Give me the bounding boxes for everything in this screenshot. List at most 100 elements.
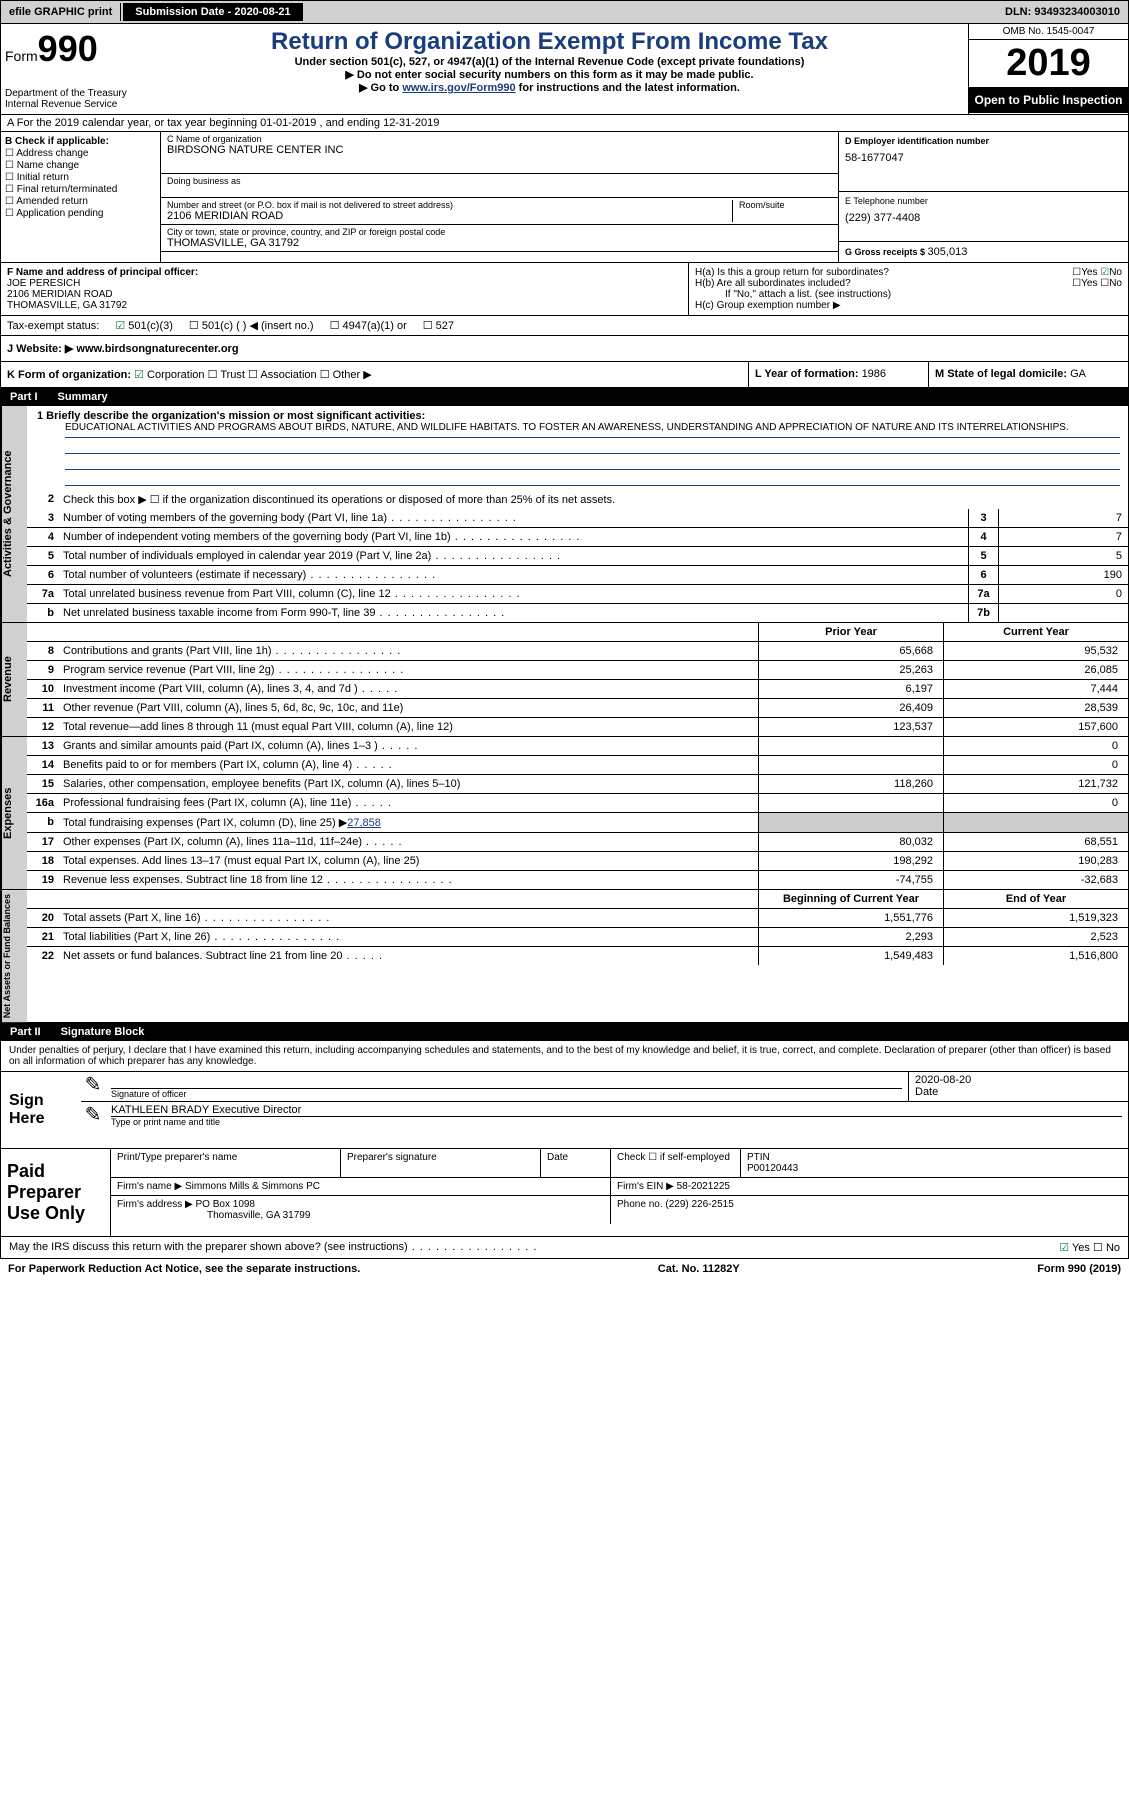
l17-prior: 80,032 — [758, 833, 943, 851]
year-formation: 1986 — [862, 368, 886, 380]
k-assoc[interactable]: Association — [248, 369, 317, 381]
dept-irs: Internal Revenue Service — [5, 99, 127, 110]
line7a: Total unrelated business revenue from Pa… — [57, 585, 968, 603]
ha-label: H(a) Is this a group return for subordin… — [695, 267, 889, 278]
line21: Total liabilities (Part X, line 26) — [57, 928, 758, 946]
col-begin: Beginning of Current Year — [758, 890, 943, 908]
hb-note: If "No," attach a list. (see instruction… — [695, 289, 1122, 300]
mission-text: EDUCATIONAL ACTIVITIES AND PROGRAMS ABOU… — [65, 422, 1120, 438]
part2-header: Part II Signature Block — [0, 1023, 1129, 1041]
city-label: City or town, state or province, country… — [167, 227, 832, 237]
submission-button[interactable]: Submission Date - 2020-08-21 — [123, 3, 302, 21]
line19: Revenue less expenses. Subtract line 18 … — [57, 871, 758, 889]
phone-value: (229) 377-4408 — [845, 212, 1122, 224]
prep-sig-hdr: Preparer's signature — [341, 1149, 541, 1177]
mission-prompt: 1 Briefly describe the organization's mi… — [37, 410, 1120, 422]
l13-curr: 0 — [943, 737, 1128, 755]
status-501c3[interactable]: 501(c)(3) — [115, 319, 173, 332]
line18: Total expenses. Add lines 13–17 (must eq… — [57, 852, 758, 870]
l9-curr: 26,085 — [943, 661, 1128, 679]
sign-here-label: Sign Here — [1, 1072, 81, 1148]
l22-begin: 1,549,483 — [758, 947, 943, 965]
l10-prior: 6,197 — [758, 680, 943, 698]
l14-prior — [758, 756, 943, 774]
l12-curr: 157,600 — [943, 718, 1128, 736]
status-527[interactable]: 527 — [423, 319, 454, 332]
l11-prior: 26,409 — [758, 699, 943, 717]
line11: Other revenue (Part VIII, column (A), li… — [57, 699, 758, 717]
l21-begin: 2,293 — [758, 928, 943, 946]
chk-final-return[interactable]: Final return/terminated — [5, 184, 156, 195]
firm-ein: 58-2021225 — [677, 1181, 730, 1192]
prep-selfemp: Check ☐ if self-employed — [611, 1149, 741, 1177]
l16a-curr: 0 — [943, 794, 1128, 812]
vtab-activities: Activities & Governance — [1, 406, 27, 622]
vtab-expenses: Expenses — [1, 737, 27, 889]
val5: 5 — [998, 547, 1128, 565]
l20-begin: 1,551,776 — [758, 909, 943, 927]
l16a-prior — [758, 794, 943, 812]
line8: Contributions and grants (Part VIII, lin… — [57, 642, 758, 660]
pen-icon: ✎ — [81, 1072, 105, 1101]
chk-initial-return[interactable]: Initial return — [5, 172, 156, 183]
dba-label: Doing business as — [167, 176, 832, 186]
line14: Benefits paid to or for members (Part IX… — [57, 756, 758, 774]
chk-address-change[interactable]: Address change — [5, 148, 156, 159]
org-name: BIRDSONG NATURE CENTER INC — [167, 144, 832, 156]
chk-application-pending[interactable]: Application pending — [5, 208, 156, 219]
l19-prior: -74,755 — [758, 871, 943, 889]
tax-year: 2019 — [969, 40, 1128, 87]
discuss-answer: Yes No — [1059, 1241, 1120, 1254]
k-trust[interactable]: Trust — [208, 369, 245, 381]
ptin: P00120443 — [747, 1163, 798, 1174]
status-501c[interactable]: 501(c) ( ) ◀ (insert no.) — [189, 319, 314, 332]
line16b: Total fundraising expenses (Part IX, col… — [57, 813, 758, 832]
form-number: Form990 — [5, 28, 127, 70]
chk-amended-return[interactable]: Amended return — [5, 196, 156, 207]
open-public-badge: Open to Public Inspection — [969, 87, 1128, 113]
val7a: 0 — [998, 585, 1128, 603]
chk-name-change[interactable]: Name change — [5, 160, 156, 171]
paid-preparer-block: Paid Preparer Use Only Print/Type prepar… — [0, 1149, 1129, 1237]
activities-governance-section: Activities & Governance 1 Briefly descri… — [0, 406, 1129, 623]
l18-curr: 190,283 — [943, 852, 1128, 870]
l14-curr: 0 — [943, 756, 1128, 774]
line7b: Net unrelated business taxable income fr… — [57, 604, 968, 622]
k-corp[interactable]: Corporation — [134, 369, 204, 381]
name-title-label: Type or print name and title — [111, 1116, 1122, 1127]
irs-link[interactable]: www.irs.gov/Form990 — [402, 82, 515, 94]
officer-name: JOE PERESICH — [7, 278, 682, 289]
k-l-m-row: K Form of organization: Corporation Trus… — [0, 362, 1129, 388]
page-footer: For Paperwork Reduction Act Notice, see … — [0, 1259, 1129, 1279]
status-4947[interactable]: 4947(a)(1) or — [330, 319, 407, 332]
dln-label: DLN: 93493234003010 — [997, 3, 1128, 21]
firm-addr1: PO Box 1098 — [196, 1199, 255, 1210]
form-subtitle: Under section 501(c), 527, or 4947(a)(1)… — [135, 56, 964, 68]
discuss-yes[interactable] — [1059, 1242, 1069, 1254]
line22: Net assets or fund balances. Subtract li… — [57, 947, 758, 965]
val3: 7 — [998, 509, 1128, 527]
l8-curr: 95,532 — [943, 642, 1128, 660]
hb-answer: Yes No — [1072, 278, 1122, 289]
street-label: Number and street (or P.O. box if mail i… — [167, 200, 732, 210]
l20-end: 1,519,323 — [943, 909, 1128, 927]
k-other[interactable]: Other ▶ — [320, 369, 372, 381]
main-info-block: B Check if applicable: Address change Na… — [0, 132, 1129, 263]
net-assets-section: Net Assets or Fund Balances Beginning of… — [0, 890, 1129, 1023]
form-title: Return of Organization Exempt From Incom… — [135, 28, 964, 56]
column-b-checkboxes: B Check if applicable: Address change Na… — [1, 132, 161, 262]
footer-left: For Paperwork Reduction Act Notice, see … — [8, 1263, 360, 1275]
org-name-label: C Name of organization — [167, 134, 832, 144]
l11-curr: 28,539 — [943, 699, 1128, 717]
line10: Investment income (Part VIII, column (A)… — [57, 680, 758, 698]
l12-prior: 123,537 — [758, 718, 943, 736]
revenue-section: Revenue Prior YearCurrent Year 8Contribu… — [0, 623, 1129, 737]
prep-name-hdr: Print/Type preparer's name — [111, 1149, 341, 1177]
street-value: 2106 MERIDIAN ROAD — [167, 210, 732, 222]
vtab-net-assets: Net Assets or Fund Balances — [1, 890, 27, 1022]
firm-addr2: Thomasville, GA 31799 — [207, 1210, 310, 1221]
line12: Total revenue—add lines 8 through 11 (mu… — [57, 718, 758, 736]
vtab-revenue: Revenue — [1, 623, 27, 736]
discuss-no[interactable] — [1093, 1242, 1103, 1254]
dept-treasury: Department of the Treasury — [5, 88, 127, 99]
